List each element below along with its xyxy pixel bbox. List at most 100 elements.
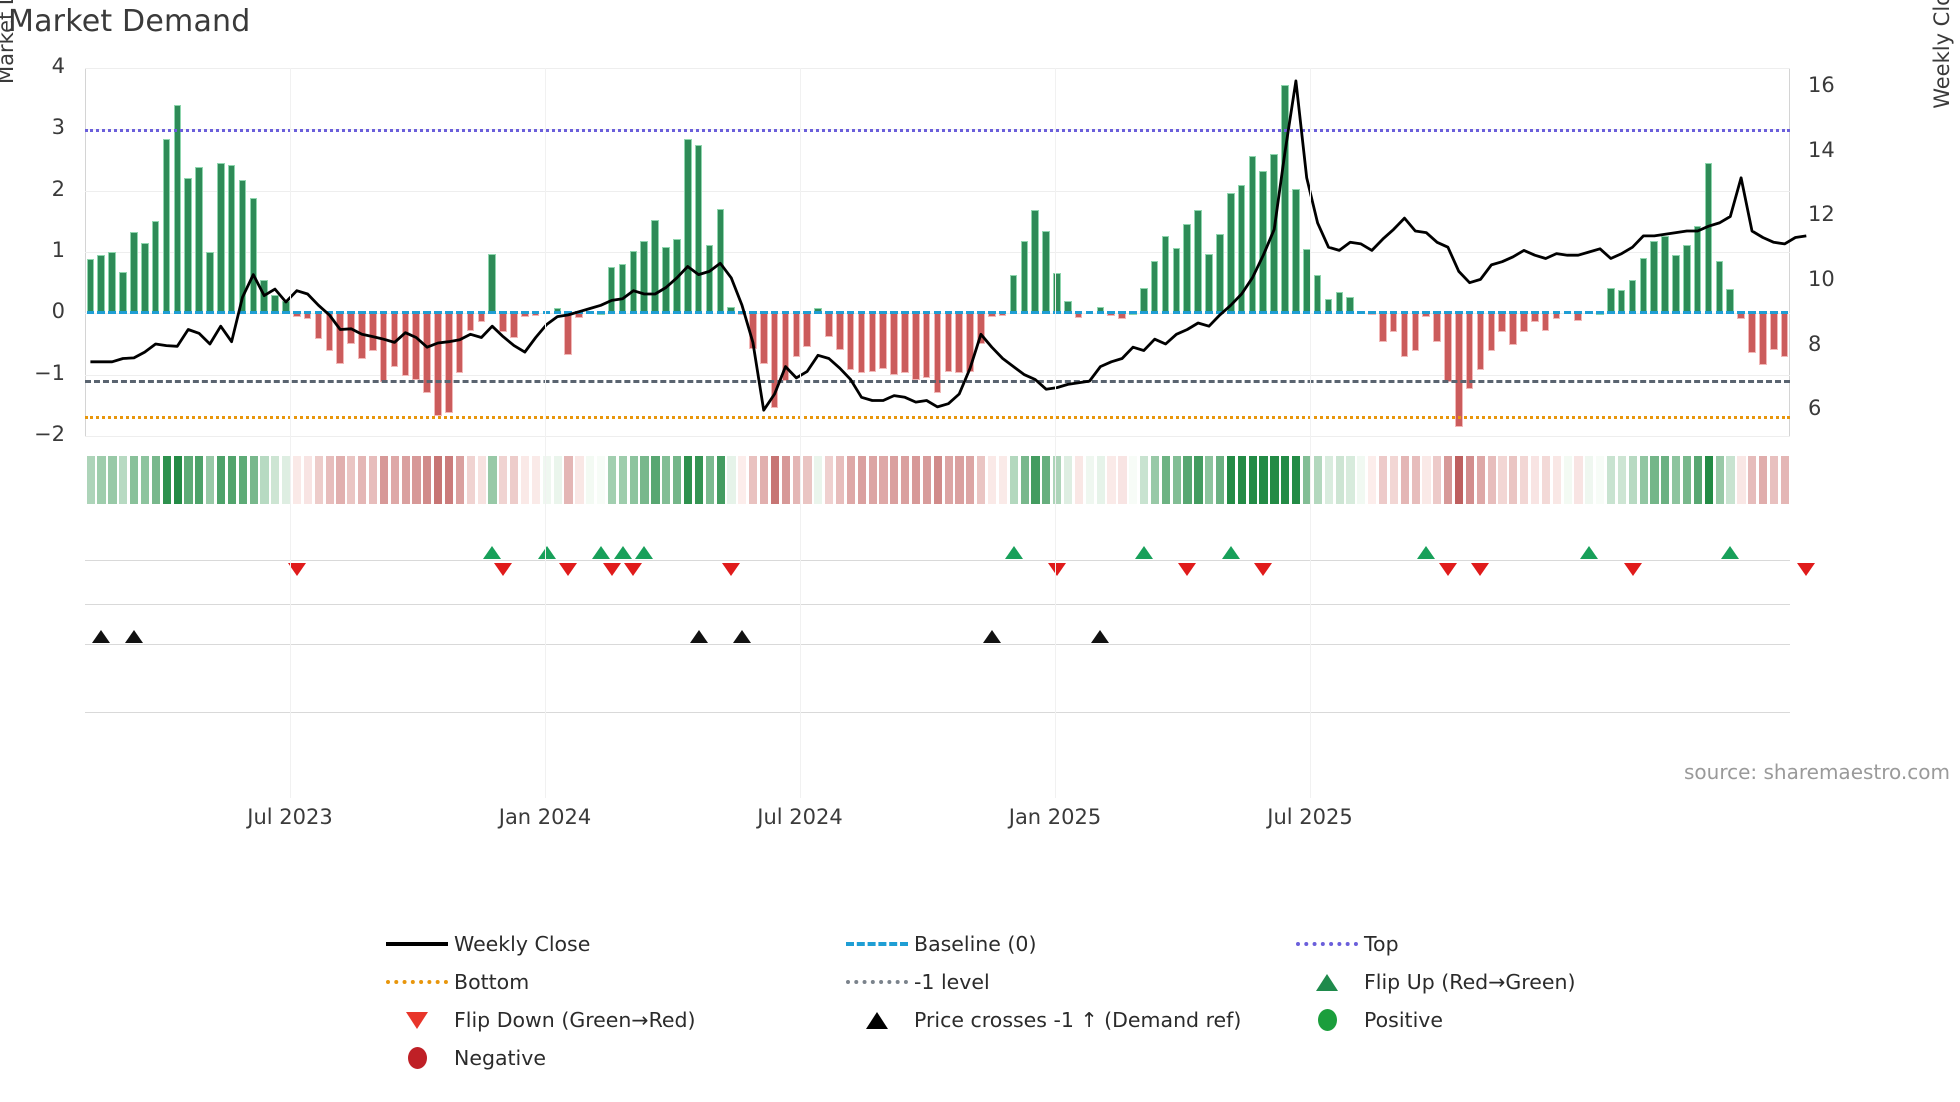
baseline-cap <box>1617 311 1626 315</box>
heatmap-cell <box>1183 456 1192 504</box>
baseline-cap <box>770 311 779 315</box>
heatmap-cell <box>477 456 486 504</box>
heatmap-cell <box>1661 456 1670 504</box>
heatmap-cell <box>1020 456 1029 504</box>
weekly-close-line-icon <box>386 942 448 946</box>
legend-item[interactable]: Flip Down (Green→Red) <box>380 1001 840 1039</box>
legend-item[interactable]: Negative <box>380 1039 840 1077</box>
baseline-cap <box>1237 311 1246 315</box>
baseline-cap <box>1161 311 1170 315</box>
baseline-cap <box>618 311 627 315</box>
baseline-cap <box>368 311 377 315</box>
baseline-cap <box>792 311 801 315</box>
baseline-cap <box>1107 311 1116 315</box>
baseline-cap <box>1422 311 1430 315</box>
heatmap-cell <box>1704 456 1713 504</box>
heatmap-cell <box>1530 456 1540 504</box>
flip-up-marker <box>1134 546 1153 559</box>
heatmap-cell <box>1476 456 1485 504</box>
heatmap-cell <box>195 456 204 504</box>
y-tick-left: 4 <box>51 54 65 78</box>
legend-key <box>1290 942 1364 946</box>
heatmap-cell <box>521 456 530 504</box>
y-tick-right: 12 <box>1808 202 1835 227</box>
flip-down-marker <box>1471 563 1490 576</box>
chart-legend: Weekly Close Baseline (0) Top Bottom -1 leve… <box>380 925 1760 1077</box>
flip-down-marker <box>624 563 643 576</box>
heatmap-cell <box>629 456 638 504</box>
heatmap-cell <box>1748 456 1757 504</box>
baseline-cap <box>1270 311 1278 315</box>
baseline-cap <box>814 311 822 315</box>
flip-up-marker <box>635 546 654 559</box>
legend-item[interactable]: -1 level <box>840 963 1290 1001</box>
heatmap-cell <box>1346 456 1355 504</box>
legend-item[interactable]: Bottom <box>380 963 840 1001</box>
baseline-cap <box>759 311 768 315</box>
baseline-cap <box>1226 311 1235 315</box>
heatmap-cell <box>1389 456 1398 504</box>
flip-up-marker <box>591 546 610 559</box>
heatmap-cell <box>1650 456 1659 504</box>
marker-row-divider-3 <box>85 644 1790 645</box>
price-cross-marker <box>1091 630 1110 643</box>
heatmap-cell <box>1400 456 1409 504</box>
axis-spine-top <box>85 68 1790 69</box>
flip-up-marker <box>1417 546 1436 559</box>
heatmap-cell <box>1672 456 1681 504</box>
reference-line-top <box>85 129 1790 133</box>
baseline-cap <box>455 311 464 315</box>
x-gridline <box>545 68 546 798</box>
heatmap-cell <box>1140 456 1149 504</box>
baseline-cap <box>206 311 214 315</box>
baseline-cap <box>390 311 399 315</box>
baseline-cap <box>857 311 866 315</box>
weekly-close-line <box>90 79 1807 412</box>
heatmap-cell <box>488 456 497 504</box>
legend-item[interactable]: Flip Up (Red→Green) <box>1290 963 1710 1001</box>
x-tick: Jul 2025 <box>1267 805 1353 829</box>
x-tick: Jul 2024 <box>757 805 843 829</box>
baseline-cap <box>1096 311 1105 315</box>
baseline-cap <box>1628 311 1637 315</box>
legend-key <box>380 980 454 984</box>
heatmap-cell <box>325 456 334 504</box>
baseline-cap <box>1346 311 1354 315</box>
baseline-cap <box>347 311 355 315</box>
heatmap-cell <box>944 456 953 504</box>
heatmap-cell <box>1509 456 1518 504</box>
heatmap-cell <box>1161 456 1170 504</box>
baseline-cap <box>1530 311 1539 315</box>
flip-up-marker <box>1721 546 1740 559</box>
y-tick-right: 16 <box>1808 73 1835 98</box>
reference-line-1-level <box>85 379 1790 383</box>
legend-label: Flip Up (Red→Green) <box>1364 970 1576 994</box>
legend-key <box>1290 973 1364 991</box>
legend-item[interactable]: Top <box>1290 925 1710 963</box>
baseline-cap <box>879 311 887 315</box>
legend-item[interactable]: Weekly Close <box>380 925 840 963</box>
x-gridline <box>290 68 291 798</box>
baseline-cap <box>1389 311 1398 315</box>
heatmap-cell <box>1226 456 1236 504</box>
baseline-cap <box>553 311 562 315</box>
heatmap-cell <box>455 456 465 504</box>
baseline-dash-icon <box>846 942 908 946</box>
heatmap-cell <box>249 456 258 504</box>
legend-item[interactable]: Positive <box>1290 1001 1710 1039</box>
heatmap-cell <box>260 456 269 504</box>
y-tick-left: 3 <box>51 115 65 140</box>
flip-up-marker <box>537 546 556 559</box>
heatmap-cell <box>184 456 193 504</box>
baseline-cap <box>151 311 160 315</box>
legend-item[interactable]: Baseline (0) <box>840 925 1290 963</box>
bottom-dotted-icon <box>386 980 448 984</box>
baseline-cap <box>1607 311 1615 315</box>
legend-item[interactable]: Price crosses -1 ↑ (Demand ref) <box>840 1001 1290 1039</box>
heatmap-cell <box>1607 456 1616 504</box>
heatmap-cell <box>857 456 866 504</box>
heatmap-cell <box>238 456 247 504</box>
heatmap-cell <box>1498 456 1507 504</box>
heatmap-cell <box>564 456 573 504</box>
heatmap-cell <box>1357 456 1366 504</box>
